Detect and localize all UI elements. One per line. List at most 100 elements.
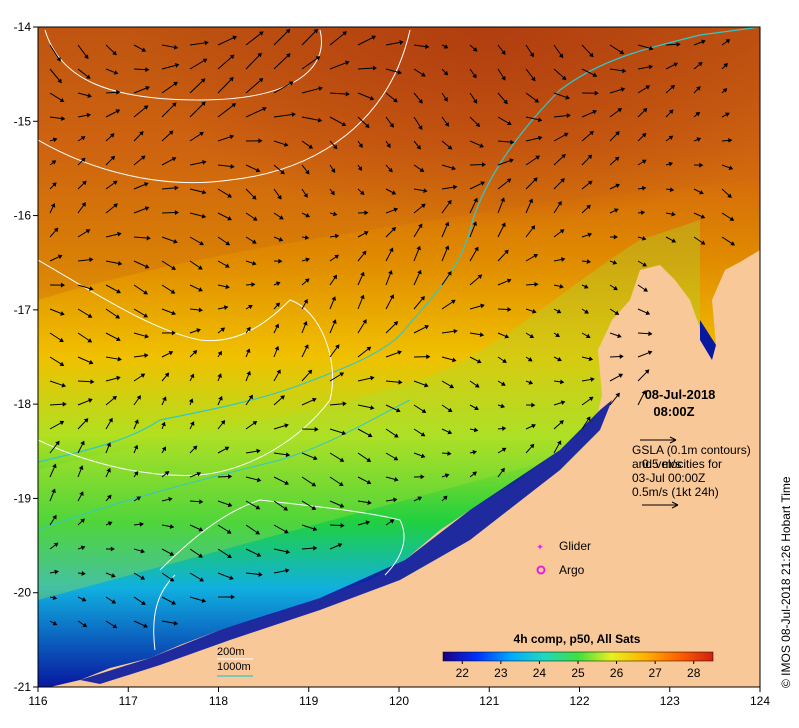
velocity-arrow-head [615, 131, 620, 136]
velocity-arrow-head [501, 222, 506, 228]
velocity-arrow-head [590, 377, 595, 382]
velocity-arrow-head [730, 241, 736, 246]
velocity-arrow-head [331, 296, 336, 301]
velocity-arrow-head [586, 204, 591, 210]
velocity-arrow-head [344, 60, 350, 66]
colorbar-ticks: 22 23 24 25 26 27 28 [456, 661, 701, 680]
velocity-arrow-head [332, 144, 338, 150]
velocity-arrow-head [145, 85, 150, 91]
velocity-arrow-head [620, 87, 626, 92]
velocity-arrow [245, 107, 267, 118]
velocity-arrow-head [371, 35, 377, 40]
velocity-arrow-head [258, 31, 264, 36]
velocity-arrow-head [443, 70, 449, 76]
colorbar-tick-label: 26 [610, 666, 624, 680]
velocity-arrow-head [174, 63, 180, 68]
velocity-arrow-head [283, 506, 289, 511]
velocity-arrow-head [198, 553, 203, 558]
velocity-arrow-head [447, 407, 453, 413]
velocity-arrow-head [171, 600, 176, 605]
velocity-arrow-head [52, 182, 57, 187]
velocity-arrow-head [276, 369, 281, 375]
velocity-arrow-head [85, 229, 91, 234]
velocity-arrow [329, 92, 349, 95]
velocity-arrow-head [723, 62, 728, 68]
velocity-arrow-head [312, 455, 318, 461]
velocity-arrow-head [140, 155, 146, 160]
velocity-arrow-head [451, 165, 456, 171]
velocity-arrow-head [245, 348, 251, 354]
velocity-arrow-head [420, 474, 425, 480]
velocity-arrow-head [200, 78, 206, 83]
velocity-arrow-head [559, 420, 564, 425]
velocity-arrow-head [59, 361, 65, 366]
velocity-arrow-head [288, 81, 294, 86]
velocity-arrow-head [641, 235, 647, 241]
lon-tick-label: 123 [660, 694, 680, 708]
velocity-arrow-head [202, 159, 207, 165]
velocity-arrow-head [363, 231, 369, 236]
velocity-arrow-head [141, 600, 146, 605]
velocity-arrow-head [589, 130, 594, 136]
velocity-arrow-head [112, 180, 118, 186]
velocity-arrow-head [645, 85, 651, 90]
velocity-arrow-head [424, 382, 429, 388]
bathymetry-legend: 200m 1000m [217, 646, 253, 677]
velocity-arrow-head [479, 332, 485, 338]
gsla-legend-line2: and velocities for [632, 457, 722, 471]
velocity-arrow-head [338, 481, 344, 487]
velocity-arrow-head [447, 145, 453, 150]
axes: 116 117 118 119 120 121 122 123 124 -14 -15 -16 -17… [14, 20, 771, 708]
velocity-arrow-head [613, 234, 618, 240]
velocity-arrow-head [671, 238, 677, 243]
velocity-arrow-head [472, 47, 478, 52]
velocity-arrow-head [141, 47, 147, 52]
lon-tick-label: 124 [750, 694, 770, 708]
velocity-arrow-head [528, 380, 534, 385]
velocity-arrow-head [116, 336, 121, 342]
velocity-arrow-head [339, 457, 345, 462]
velocity-arrow-head [594, 90, 599, 96]
velocity-arrow-head [393, 97, 398, 103]
velocity-arrow-head [673, 62, 679, 67]
gsla-legend-line1: GSLA (0.1m contours) [632, 443, 751, 457]
velocity-arrow-head [313, 545, 318, 551]
velocity-arrow-head [729, 216, 735, 221]
velocity-arrow-head [53, 542, 59, 548]
velocity-arrow-head [528, 198, 534, 204]
velocity-arrow-head [367, 432, 373, 438]
velocity-arrow-head [506, 178, 512, 183]
velocity-arrow-head [51, 488, 56, 494]
velocity-arrow-head [641, 390, 646, 395]
velocity-arrow-head [676, 41, 681, 47]
velocity-arrow-head [161, 421, 166, 427]
velocity-arrow-head [615, 183, 621, 189]
velocity-arrow-head [52, 595, 58, 601]
velocity-arrow-head [80, 518, 85, 524]
velocity-arrow-head [556, 309, 562, 314]
velocity-arrow-head [55, 440, 60, 446]
velocity-arrow-head [559, 229, 565, 234]
velocity-arrow-head [117, 260, 123, 266]
velocity-arrow-head [557, 356, 562, 362]
velocity-arrow-head [274, 323, 280, 329]
velocity-arrow-head [417, 269, 422, 275]
velocity-arrow-head [143, 290, 148, 295]
velocity-arrow-head [533, 177, 538, 182]
velocity-arrow-head [109, 133, 115, 138]
velocity-arrow-head [248, 394, 253, 400]
velocity-arrow-head [255, 530, 260, 535]
velocity-arrow-head [420, 432, 426, 437]
velocity-arrow-head [444, 245, 450, 251]
lat-tick-label: -15 [14, 114, 32, 128]
marker-legend: ✦ Glider Argo [536, 539, 591, 577]
velocity-arrow-head [474, 405, 479, 411]
velocity-arrow-head [500, 381, 506, 386]
velocity-arrow-head [50, 203, 56, 208]
velocity-arrow-head [226, 529, 232, 534]
velocity-arrow-head [699, 189, 704, 195]
velocity-arrow-head [330, 190, 335, 196]
velocity-arrow-head [140, 373, 146, 378]
velocity-arrow-head [644, 369, 650, 374]
gsla-arrow-label: 0.5 m/s [642, 457, 681, 471]
